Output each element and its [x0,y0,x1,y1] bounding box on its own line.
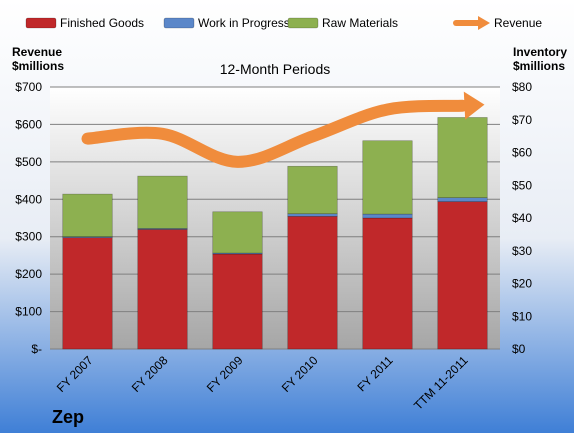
left-tick-label: $200 [15,267,42,281]
right-tick-label: $40 [512,211,532,225]
bar-raw-materials [437,117,488,198]
right-tick-label: $80 [512,80,532,94]
right-tick-label: $20 [512,277,532,291]
legend-label-revenue: Revenue [494,16,542,30]
legend-arrow-revenue [478,16,490,30]
right-tick-label: $70 [512,113,532,127]
left-axis-title-line2: $millions [12,59,64,73]
bar-finished-goods [437,201,488,350]
left-tick-label: $400 [15,192,42,206]
left-axis-title-line1: Revenue [12,45,62,59]
bar-raw-materials [137,175,188,229]
revenue-line-layer [81,91,485,168]
right-tick-label: $30 [512,244,532,258]
right-tick-label: $60 [512,146,532,160]
right-tick-label: $10 [512,309,532,323]
bar-raw-materials [62,193,113,237]
plot-title: 12-Month Periods [220,61,331,77]
right-axis-title-line1: Inventory [513,45,567,59]
plot-area [50,87,500,349]
right-tick-label: $50 [512,178,532,192]
right-axis-title-line2: $millions [513,59,565,73]
bar-raw-materials [212,211,263,254]
left-tick-label: $- [31,342,42,356]
left-tick-label: $700 [15,80,42,94]
legend: Finished Goods Work in Progress Raw Materi… [25,16,542,30]
legend-label-finished-goods: Finished Goods [60,16,144,30]
bar-finished-goods [137,229,188,350]
bar-raw-materials [362,140,413,215]
gridlines [50,86,500,350]
bar-work-in-progress [287,213,338,217]
legend-label-work-in-progress: Work in Progress [198,16,290,30]
bar-work-in-progress [362,213,413,219]
left-tick-label: $300 [15,230,42,244]
bar-finished-goods [212,253,263,350]
left-axis-ticks: $- $100 $200 $300 $400 $500 $600 $700 [15,80,42,356]
bar-finished-goods [287,216,338,350]
legend-swatch-raw-materials [287,17,319,29]
right-tick-label: $0 [512,342,526,356]
revenue-line [81,99,469,168]
legend-label-raw-materials: Raw Materials [322,16,398,30]
bar-raw-materials [287,165,338,215]
revenue-arrowhead [463,91,485,120]
left-tick-label: $500 [15,155,42,169]
legend-swatch-finished-goods [25,17,57,29]
left-tick-label: $600 [15,117,42,131]
bar-finished-goods [62,237,113,350]
bar-work-in-progress [437,197,488,202]
right-axis-ticks: $0 $10 $20 $30 $40 $50 $60 $70 $80 [512,80,532,356]
bar-finished-goods [362,217,413,350]
bars [62,117,488,350]
legend-swatch-work-in-progress [163,17,195,29]
left-tick-label: $100 [15,305,42,319]
company-name: Zep [52,407,84,427]
